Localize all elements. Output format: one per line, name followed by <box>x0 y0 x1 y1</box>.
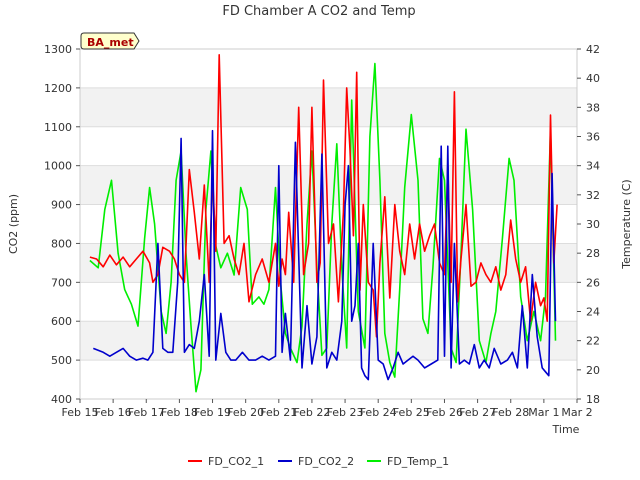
y2-axis-ticks: 18 20 22 24 26 28 30 32 34 36 38 40 42 <box>577 43 600 406</box>
x-tick-label: Feb 19 <box>194 406 231 419</box>
legend-label-fd-co2-2: FD_CO2_2 <box>298 455 354 468</box>
y2-tick-label: 34 <box>586 160 600 173</box>
plot-band <box>80 126 577 166</box>
y2-tick-label: 42 <box>586 43 600 56</box>
plot-band <box>80 243 577 283</box>
x-tick-label: Feb 23 <box>327 406 364 419</box>
x-tick-label: Feb 26 <box>426 406 463 419</box>
y2-tick-label: 32 <box>586 189 600 202</box>
y-tick-label: 800 <box>51 237 72 250</box>
x-tick-label: Feb 24 <box>360 406 397 419</box>
y-axis-label: CO2 (ppm) <box>7 194 20 254</box>
x-tick-label: Feb 18 <box>161 406 198 419</box>
legend-label-fd-temp-1: FD_Temp_1 <box>387 455 449 468</box>
y2-tick-label: 20 <box>586 364 600 377</box>
y2-tick-label: 24 <box>586 306 600 319</box>
y2-tick-label: 30 <box>586 218 600 231</box>
y-tick-label: 900 <box>51 199 72 212</box>
y-tick-label: 600 <box>51 315 72 328</box>
y2-tick-label: 38 <box>586 101 600 114</box>
x-tick-label: Feb 27 <box>459 406 496 419</box>
y-tick-label: 1200 <box>44 82 72 95</box>
plot-band <box>80 360 577 399</box>
y-axis-ticks: 400 500 600 700 800 900 1000 1100 1200 1300 <box>44 43 80 406</box>
y2-tick-label: 28 <box>586 247 600 260</box>
y2-tick-label: 36 <box>586 131 600 144</box>
y2-tick-label: 40 <box>586 72 600 85</box>
y2-tick-label: 26 <box>586 276 600 289</box>
x-tick-label: Feb 16 <box>95 406 132 419</box>
series-line-fd-co2-1 <box>89 53 558 338</box>
y2-tick-label: 22 <box>586 335 600 348</box>
plot-band <box>80 165 577 205</box>
y-tick-label: 1000 <box>44 160 72 173</box>
x-tick-label: Feb 17 <box>128 406 165 419</box>
x-tick-label: Feb 15 <box>62 406 99 419</box>
x-axis-label: Time <box>552 423 580 436</box>
x-tick-label: Feb 20 <box>227 406 264 419</box>
y-tick-label: 1100 <box>44 121 72 134</box>
x-tick-label: Feb 25 <box>393 406 430 419</box>
x-tick-label: Feb 22 <box>293 406 330 419</box>
x-tick-label: Mar 2 <box>561 406 592 419</box>
y-tick-label: 700 <box>51 276 72 289</box>
series-line-fd-co2-2 <box>93 129 557 381</box>
y2-tick-label: 18 <box>586 393 600 406</box>
x-tick-label: Mar 1 <box>528 406 559 419</box>
legend-label-fd-co2-1: FD_CO2_1 <box>208 455 264 468</box>
legend: FD_CO2_1 FD_CO2_2 FD_Temp_1 <box>188 455 449 468</box>
plot-band <box>80 49 577 88</box>
site-label: BA_met <box>87 36 134 49</box>
series-line-fd-temp-1 <box>89 62 557 393</box>
y-tick-label: 1300 <box>44 43 72 56</box>
x-tick-label: Feb 21 <box>260 406 297 419</box>
chart-title: FD Chamber A CO2 and Temp <box>222 4 415 19</box>
y-tick-label: 400 <box>51 393 72 406</box>
y2-axis-label: Temperature (C) <box>620 179 633 269</box>
site-label-box: BA_met <box>80 32 140 50</box>
y-tick-label: 500 <box>51 354 72 367</box>
plot-band <box>80 87 577 127</box>
x-tick-label: Feb 28 <box>492 406 529 419</box>
series-lines <box>89 53 558 393</box>
